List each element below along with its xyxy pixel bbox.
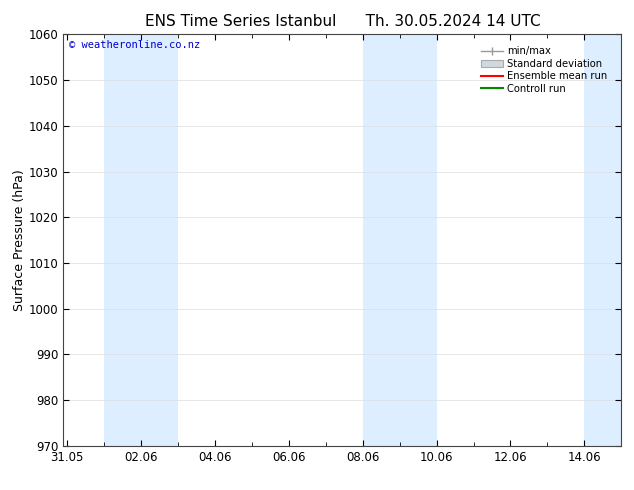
Bar: [104, 34, 178, 446]
Legend: min/max, Standard deviation, Ensemble mean run, Controll run: min/max, Standard deviation, Ensemble me…: [479, 44, 611, 97]
Title: ENS Time Series Istanbul      Th. 30.05.2024 14 UTC: ENS Time Series Istanbul Th. 30.05.2024 …: [145, 14, 540, 29]
Text: © weatheronline.co.nz: © weatheronline.co.nz: [69, 41, 200, 50]
Bar: [585, 34, 621, 446]
Y-axis label: Surface Pressure (hPa): Surface Pressure (hPa): [13, 169, 26, 311]
Bar: [363, 34, 437, 446]
